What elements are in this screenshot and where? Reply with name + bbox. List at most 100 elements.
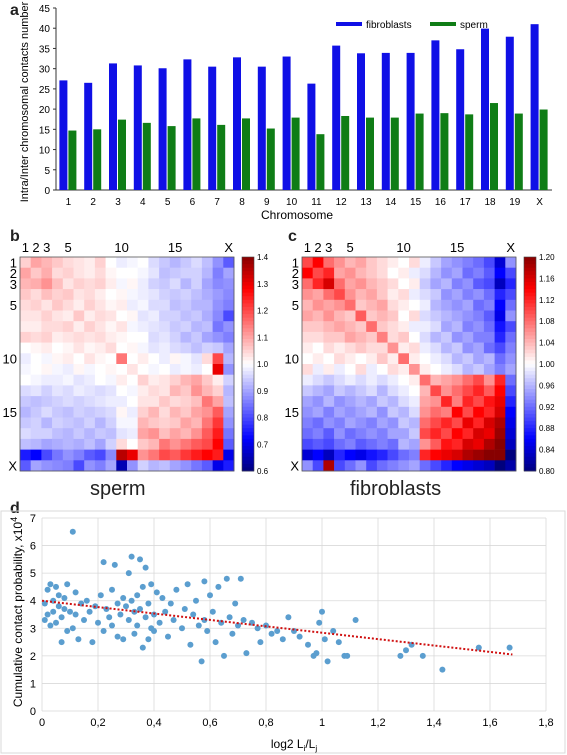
colorbar-step: [242, 463, 254, 468]
heat-cell: [159, 267, 171, 279]
heat-top-label: 1: [22, 240, 29, 255]
heat-cell: [169, 449, 181, 461]
heat-cell: [398, 310, 410, 322]
bar-y-tick-label: 45: [39, 4, 51, 15]
bar-sperm-6: [192, 118, 201, 190]
scatter-point: [159, 595, 166, 601]
heat-cell: [376, 385, 388, 397]
heat-cell: [441, 449, 453, 461]
heat-cell: [441, 342, 453, 354]
heat-cell: [105, 321, 117, 333]
scatter-point: [439, 666, 446, 673]
heat-cell: [398, 374, 410, 386]
heat-cell: [344, 385, 356, 397]
heat-cell: [505, 278, 517, 290]
colorbar-step: [242, 289, 254, 294]
heat-cell: [302, 396, 313, 408]
heat-cell: [180, 257, 192, 268]
scatter-point: [226, 614, 233, 621]
colorbar-step: [242, 349, 254, 354]
heat-cell: [483, 396, 495, 408]
heat-cell: [376, 460, 388, 472]
scatter-point: [344, 652, 351, 659]
heat-cell: [127, 310, 138, 322]
heat-cell: [62, 460, 74, 472]
heat-cell: [105, 289, 117, 301]
heat-cell: [20, 406, 31, 418]
heat-cell: [312, 460, 324, 472]
scatter-point: [232, 600, 239, 607]
scatter-point: [139, 644, 146, 651]
heat-cell: [355, 449, 367, 461]
heat-cell: [387, 438, 399, 450]
heat-cell: [20, 342, 31, 354]
heat-cell: [441, 417, 453, 429]
heat-cell: [105, 331, 117, 343]
heat-cell: [483, 342, 495, 354]
heat-cell: [302, 267, 313, 279]
heat-cell: [366, 310, 378, 322]
bar-x-label: Chromosome: [261, 208, 333, 222]
heat-cell: [302, 449, 313, 461]
scatter-point: [100, 628, 107, 634]
colorbar-step: [242, 413, 254, 418]
heat-cell: [302, 438, 313, 450]
heat-cell: [376, 374, 388, 386]
colorbar-tick-label: 0.8: [257, 414, 269, 423]
colorbar-step: [242, 346, 254, 351]
colorbar-step: [524, 267, 536, 272]
heat-cell: [483, 428, 495, 440]
heat-cell: [116, 374, 128, 386]
heat-cell: [323, 353, 335, 365]
scatter-point: [324, 658, 331, 665]
scatter-y-tick-label: 5: [30, 568, 36, 580]
scatter-point: [237, 575, 244, 582]
colorbar-step: [524, 392, 536, 397]
heat-cell: [148, 321, 160, 333]
heat-cell: [430, 406, 442, 418]
bar-y-tick-label: 10: [39, 146, 51, 157]
heat-cell: [344, 342, 356, 354]
colorbar-tick-label: 0.7: [257, 440, 269, 449]
heat-cell: [409, 364, 420, 375]
heat-cell: [323, 417, 335, 429]
scatter-point: [162, 608, 169, 615]
heat-cell: [159, 460, 171, 472]
heat-cell: [409, 374, 420, 386]
heat-cell: [191, 460, 203, 472]
colorbar-step: [242, 264, 254, 269]
heat-cell: [41, 321, 53, 333]
scatter-point: [114, 600, 121, 607]
heat-cell: [62, 257, 74, 268]
heat-cell: [62, 353, 74, 365]
heat-cell: [148, 460, 160, 472]
heat-cell: [409, 396, 420, 408]
heat-cell: [180, 428, 192, 440]
colorbar-step: [524, 346, 536, 351]
heat-cell: [62, 406, 74, 418]
heat-cell: [312, 353, 324, 365]
heat-cell: [127, 299, 138, 311]
heat-cell: [212, 278, 224, 290]
heat-cell: [105, 342, 117, 354]
heat-cell: [137, 310, 149, 322]
heat-cell: [473, 267, 485, 279]
heat-cell: [483, 353, 495, 365]
heat-cell: [387, 428, 399, 440]
heat-cell: [334, 299, 346, 311]
heat-cell: [180, 364, 192, 375]
scatter-point: [305, 641, 311, 648]
heat-cell: [201, 342, 213, 354]
heat-cell: [398, 342, 410, 354]
heat-cell: [30, 417, 42, 429]
heat-cell: [94, 460, 106, 472]
heat-cell: [116, 460, 128, 472]
heat-cell: [387, 331, 399, 343]
heat-cell: [116, 257, 128, 268]
heat-cell: [201, 267, 213, 279]
heat-cell: [84, 364, 96, 375]
colorbar-step: [524, 360, 536, 365]
heat-cell: [323, 321, 335, 333]
scatter-point: [204, 628, 211, 634]
heat-cell: [430, 353, 442, 365]
